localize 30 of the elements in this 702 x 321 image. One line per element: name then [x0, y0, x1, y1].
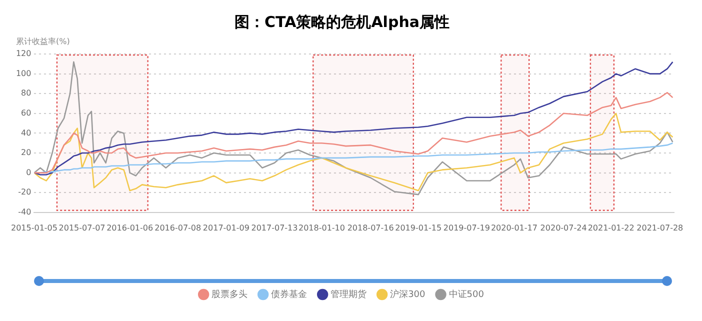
y-tick-label: 60: [21, 108, 32, 118]
legend-label: 管理期货: [330, 288, 367, 300]
y-tick-label: 120: [16, 49, 32, 58]
x-tick-label: 2019-07-19: [443, 223, 490, 232]
chart-title: 图：CTA策略的危机Alpha属性: [234, 12, 450, 31]
y-tick-label: 20: [21, 148, 32, 158]
x-tick-label: 2018-07-16: [347, 223, 394, 232]
y-tick-label: 40: [21, 128, 32, 138]
y-tick-label: 100: [16, 68, 32, 78]
x-tick-label: 2019-01-15: [395, 223, 442, 232]
x-tick-label: 2015-01-05: [10, 223, 58, 232]
x-tick-label: 2021-01-22: [588, 223, 634, 232]
x-tick-label: 2016-07-08: [154, 223, 202, 232]
legend-label: 债券基金: [271, 288, 308, 300]
y-tick-label: -40: [18, 207, 32, 216]
y-tick-label: -20: [18, 188, 32, 197]
x-tick-label: 2021-07-28: [636, 223, 684, 232]
y-axis-title: 累计收益率(%): [16, 37, 70, 46]
legend-label: 股票多头: [212, 288, 248, 300]
legend-label: 沪深300: [390, 288, 426, 300]
legend-label: 中证500: [448, 288, 484, 300]
x-tick-label: 2015-07-07: [58, 223, 106, 232]
x-tick-label: 2017-07-13: [251, 223, 298, 232]
x-tick-label: 2018-01-10: [298, 223, 345, 232]
y-tick-label: 80: [21, 88, 32, 98]
x-tick-label: 2016-01-06: [106, 223, 154, 232]
x-tick-label: 2017-01-09: [202, 223, 250, 232]
y-tick-label: 0: [26, 168, 32, 177]
x-tick-label: 2020-01-17: [490, 223, 538, 232]
x-tick-label: 2020-07-24: [540, 223, 587, 232]
